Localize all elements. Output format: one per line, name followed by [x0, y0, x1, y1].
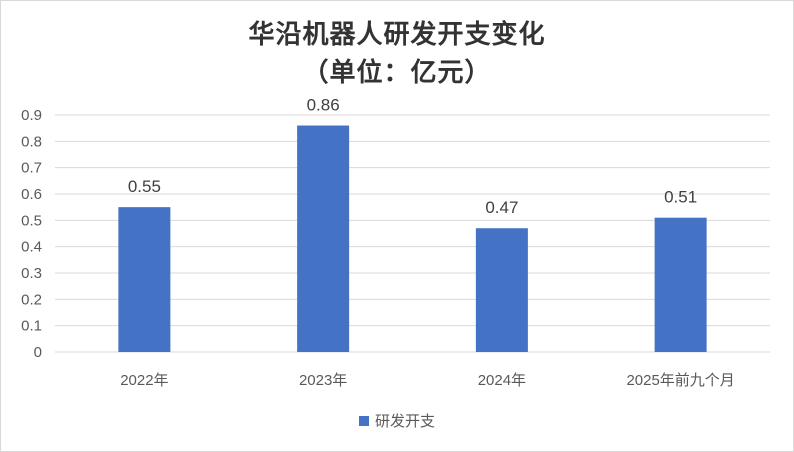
bar — [475, 228, 528, 352]
y-tick-label: 0.6 — [21, 186, 42, 203]
legend: 研发开支 — [0, 410, 794, 431]
y-tick-label: 0.7 — [21, 160, 42, 177]
x-axis-categories: 2022年 2023年 2024年 2025年前九个月 — [120, 372, 735, 389]
chart-subtitle: （单位：亿元） — [302, 58, 492, 88]
y-tick-label: 0.5 — [21, 212, 42, 229]
legend-swatch — [358, 415, 369, 426]
data-label: 0.47 — [485, 198, 518, 217]
y-tick-label: 0.4 — [21, 239, 42, 256]
y-tick-label: 0.3 — [21, 265, 42, 282]
gridlines — [55, 114, 770, 353]
x-category-label: 2022年 — [120, 372, 168, 389]
chart-title: 华沿机器人研发开支变化 — [248, 20, 546, 50]
data-label: 0.86 — [307, 96, 340, 115]
x-category-label: 2023年 — [299, 372, 347, 389]
y-tick-label: 0.9 — [21, 107, 42, 124]
bar — [297, 125, 350, 353]
y-axis-ticks: 0 0.1 0.2 0.3 0.4 0.5 0.6 0.7 0.8 0.9 — [21, 107, 42, 361]
y-tick-label: 0.2 — [21, 291, 42, 308]
bars — [118, 125, 707, 353]
data-labels: 0.55 0.86 0.47 0.51 — [128, 96, 697, 218]
legend-label: 研发开支 — [374, 412, 435, 430]
data-label: 0.51 — [664, 188, 697, 207]
x-category-label: 2024年 — [478, 372, 526, 389]
y-tick-label: 0 — [34, 344, 42, 361]
y-tick-label: 0.1 — [21, 318, 42, 335]
x-category-label: 2025年前九个月 — [626, 372, 734, 389]
y-tick-label: 0.8 — [21, 133, 42, 150]
data-label: 0.55 — [128, 177, 161, 196]
bar — [654, 217, 707, 352]
bar — [118, 207, 171, 352]
